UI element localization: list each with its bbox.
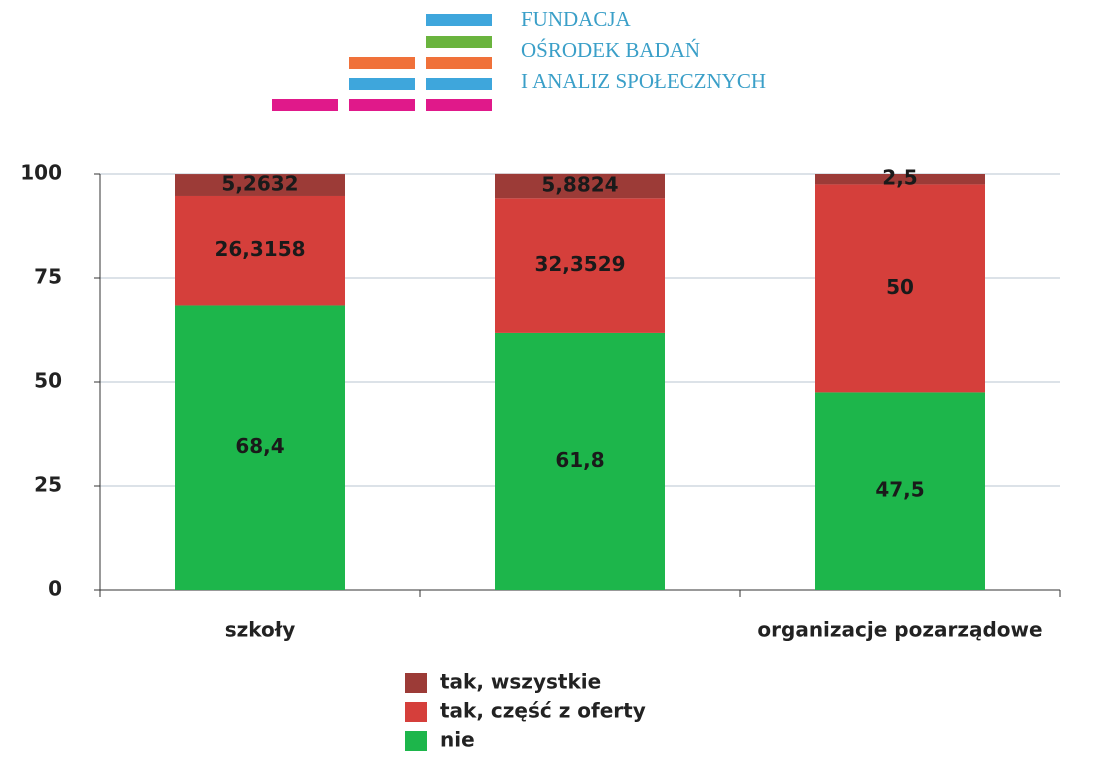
logo-bar [349, 78, 415, 90]
bar-segment [175, 174, 345, 196]
value-label: 47,5 [875, 478, 924, 502]
x-tick-label: organizacje pozarządowe [757, 618, 1042, 642]
value-label: 5,8824 [541, 173, 618, 197]
legend-label: nie [440, 728, 475, 752]
y-tick-label: 100 [20, 161, 62, 185]
logo-bar [272, 99, 338, 111]
legend-swatch [405, 702, 427, 722]
bar-segment [495, 173, 665, 199]
legend-label: tak, część z oferty [440, 699, 646, 723]
x-tick-label: szkoły [225, 618, 296, 642]
logo-bar [349, 99, 415, 111]
bar-segment [175, 305, 345, 590]
logo-bar [426, 57, 492, 69]
bar-segment [495, 332, 665, 590]
bar-segment [495, 198, 665, 333]
value-label: 26,3158 [214, 237, 305, 261]
value-label: 2,5 [882, 166, 917, 190]
bar-segment [815, 392, 985, 590]
logo-bar [426, 36, 492, 48]
y-tick-label: 0 [48, 577, 62, 601]
logo-text: FUNDACJA [521, 7, 632, 31]
logo-text: I ANALIZ SPOŁECZNYCH [521, 69, 766, 93]
bar-segment [815, 174, 985, 185]
y-tick-label: 75 [34, 265, 62, 289]
legend-swatch [405, 673, 427, 693]
logo-bar [426, 14, 492, 26]
logo-bar [349, 57, 415, 69]
value-label: 50 [886, 275, 914, 299]
legend-swatch [405, 731, 427, 751]
logo-bar [426, 99, 492, 111]
value-label: 68,4 [235, 434, 284, 458]
value-label: 32,3529 [534, 252, 625, 276]
bar-segment [175, 195, 345, 306]
logo-text: OŚRODEK BADAŃ [521, 38, 700, 62]
y-tick-label: 50 [34, 369, 62, 393]
logo: FUNDACJA OŚRODEK BADAŃ I ANALIZ SPOŁECZN… [272, 7, 766, 111]
value-label: 61,8 [555, 448, 604, 472]
bar-segment [815, 184, 985, 393]
value-label: 5,2632 [221, 172, 298, 196]
y-tick-label: 25 [34, 473, 62, 497]
legend-label: tak, wszystkie [440, 670, 601, 694]
logo-bar [426, 78, 492, 90]
